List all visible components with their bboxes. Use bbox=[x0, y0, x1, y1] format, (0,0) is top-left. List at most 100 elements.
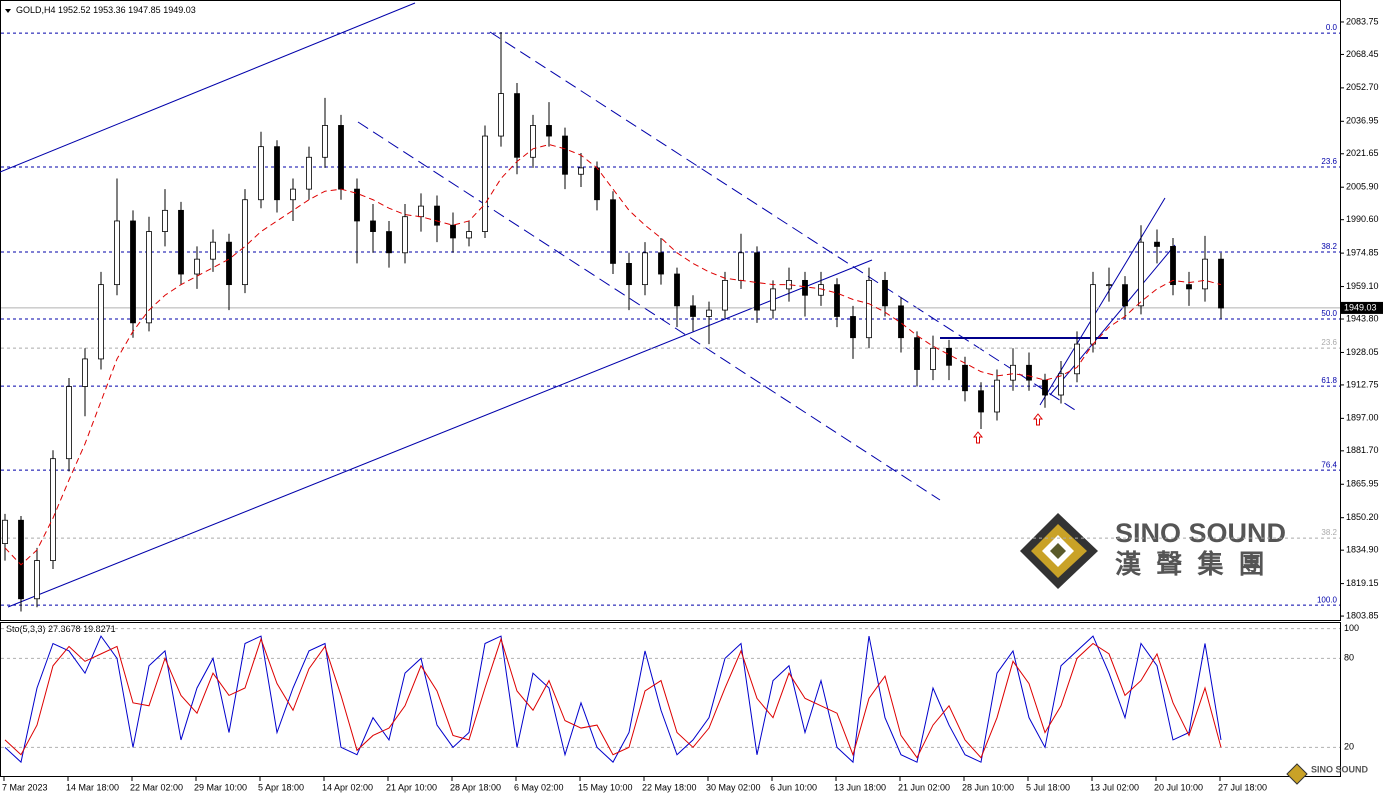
candle-body bbox=[562, 135, 568, 175]
candle-body bbox=[770, 288, 776, 311]
candle-body bbox=[898, 305, 904, 339]
candle-body bbox=[1138, 241, 1144, 307]
candle-body bbox=[450, 224, 456, 239]
fib-label: 23.6 bbox=[1321, 338, 1337, 347]
candle-body bbox=[882, 279, 888, 307]
x-tick-label: 14 Apr 02:00 bbox=[322, 782, 373, 792]
candle-body bbox=[818, 284, 824, 296]
logo-chinese: 漢 聲 集 團 bbox=[1115, 549, 1269, 579]
x-tick-label: 22 May 18:00 bbox=[642, 782, 697, 792]
candle-body bbox=[866, 279, 872, 339]
candle-body bbox=[1186, 284, 1192, 290]
chart-header: GOLD,H4 1952.52 1953.36 1947.85 1949.03 bbox=[16, 5, 196, 15]
candle-body bbox=[130, 220, 136, 324]
trendline bbox=[357, 121, 941, 501]
candle-body bbox=[1090, 284, 1096, 345]
candle-body bbox=[674, 273, 680, 307]
y-tick-label: 1803.85 bbox=[1346, 610, 1379, 620]
candle-body bbox=[66, 386, 72, 460]
candle-body bbox=[834, 284, 840, 317]
candle-body bbox=[1122, 284, 1128, 307]
candle-body bbox=[146, 231, 152, 324]
candle-body bbox=[498, 93, 504, 137]
candle-body bbox=[1170, 246, 1176, 286]
x-tick-label: 5 Apr 18:00 bbox=[258, 782, 304, 792]
candle-body bbox=[1154, 241, 1160, 247]
candle-body bbox=[1106, 284, 1112, 287]
low-value: 1947.85 bbox=[128, 5, 161, 15]
candle-body bbox=[178, 209, 184, 275]
indicator-tick-label: 100 bbox=[1344, 623, 1359, 633]
trendline bbox=[7, 259, 873, 608]
candle-body bbox=[466, 231, 472, 239]
y-tick-label: 1990.60 bbox=[1346, 214, 1379, 224]
y-tick-label: 2068.45 bbox=[1346, 49, 1379, 59]
candle-body bbox=[386, 231, 392, 254]
logo: SINO SOUND 漢 聲 集 團 SINO SOUND bbox=[1020, 513, 1369, 785]
candle-body bbox=[258, 146, 264, 201]
candle-body bbox=[546, 125, 552, 137]
candle-body bbox=[1058, 373, 1064, 396]
fib-label: 100.0 bbox=[1317, 595, 1338, 604]
y-tick-label: 1865.95 bbox=[1346, 479, 1379, 489]
x-tick-label: 21 Apr 10:00 bbox=[386, 782, 437, 792]
price-label: 1949.03 bbox=[1344, 302, 1377, 312]
candle-body bbox=[194, 258, 200, 275]
x-tick-label: 6 May 02:00 bbox=[514, 782, 564, 792]
small-logo-name: SINO SOUND bbox=[1311, 764, 1369, 774]
candle-body bbox=[98, 284, 104, 360]
y-tick-label: 1834.90 bbox=[1346, 545, 1379, 555]
x-tick-label: 13 Jul 02:00 bbox=[1090, 782, 1139, 792]
trendlines bbox=[0, 2, 1176, 608]
candle-body bbox=[930, 347, 936, 370]
arrow bbox=[972, 431, 984, 444]
x-tick-label: 28 Apr 18:00 bbox=[450, 782, 501, 792]
y-tick-label: 2052.70 bbox=[1346, 82, 1379, 92]
candle-body bbox=[274, 146, 280, 201]
collapse-icon bbox=[5, 9, 11, 13]
candle-body bbox=[530, 125, 536, 158]
x-tick-label: 15 May 10:00 bbox=[578, 782, 633, 792]
candle-body bbox=[18, 519, 24, 600]
candle-body bbox=[946, 347, 952, 366]
candle-body bbox=[290, 188, 296, 201]
trendline bbox=[489, 31, 1076, 411]
candle-body bbox=[1026, 364, 1032, 381]
indicator-pane bbox=[0, 622, 1341, 777]
fib-label: 23.6 bbox=[1321, 157, 1337, 166]
candle-body bbox=[418, 205, 424, 218]
candle-body bbox=[370, 220, 376, 232]
moving-average bbox=[4, 144, 1222, 566]
candle-body bbox=[706, 309, 712, 317]
candle-body bbox=[994, 379, 1000, 413]
x-tick-label: 5 Jul 18:00 bbox=[1026, 782, 1070, 792]
fib-label: 76.4 bbox=[1321, 460, 1337, 469]
logo-name: SINO SOUND bbox=[1115, 518, 1286, 548]
candle-body bbox=[754, 252, 760, 311]
x-tick-label: 21 Jun 02:00 bbox=[898, 782, 950, 792]
x-tick-label: 13 Jun 18:00 bbox=[834, 782, 886, 792]
candle-body bbox=[1074, 343, 1080, 375]
y-tick-label: 1974.85 bbox=[1346, 247, 1379, 257]
y-tick-label: 2036.95 bbox=[1346, 116, 1379, 126]
x-tick-label: 30 May 02:00 bbox=[706, 782, 761, 792]
high-value: 1953.36 bbox=[93, 5, 126, 15]
plot-layer: 2083.75 2068.45 2052.70 2036.95 2021.65 2005.… bbox=[1, 16, 1383, 792]
candle-body bbox=[226, 241, 232, 286]
candle-body bbox=[82, 358, 88, 387]
candle-body bbox=[594, 167, 600, 201]
x-tick-label: 7 Mar 2023 bbox=[2, 782, 48, 792]
x-tick-label: 22 Mar 02:00 bbox=[130, 782, 183, 792]
x-tick-label: 29 Mar 10:00 bbox=[194, 782, 247, 792]
candle-body bbox=[210, 241, 216, 260]
fib-label: 0.0 bbox=[1326, 23, 1338, 32]
indicator-line bbox=[4, 637, 1222, 759]
candle-body bbox=[338, 125, 344, 190]
y-tick-label: 2021.65 bbox=[1346, 148, 1379, 158]
y-tick-label: 1943.80 bbox=[1346, 313, 1379, 323]
candle-body bbox=[978, 390, 984, 413]
candle-body bbox=[50, 458, 56, 561]
y-tick-label: 1881.70 bbox=[1346, 445, 1379, 455]
open-value: 1952.52 bbox=[58, 5, 91, 15]
